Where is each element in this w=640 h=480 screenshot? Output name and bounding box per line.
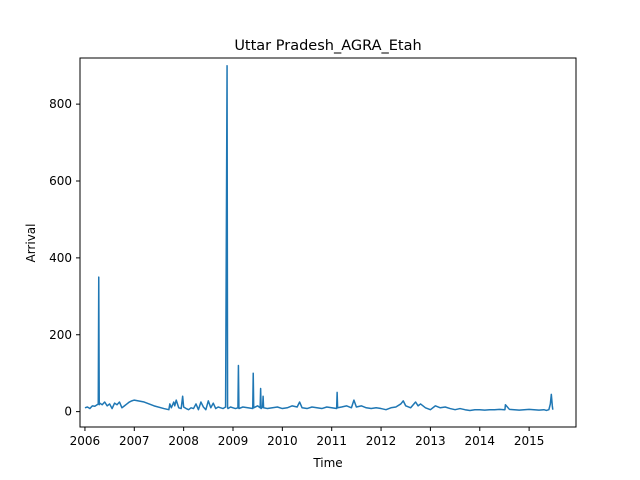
x-tick-label: 2010 [267,434,298,448]
y-tick-label: 800 [49,97,72,111]
y-axis-title: Arrival [24,224,38,263]
axes-frame [79,57,577,428]
x-tick-label: 2009 [218,434,249,448]
x-tick-label: 2006 [70,434,101,448]
x-axis: 2006 2007 2008 2009 2010 2011 2012 2013 2014 2015 [70,427,545,448]
y-tick-label: 200 [49,328,72,342]
chart-title: Uttar Pradesh_AGRA_Etah [234,38,421,54]
series-line-0 [84,64,554,412]
y-tick-label: 400 [49,251,72,265]
x-tick-label: 2015 [514,434,545,448]
x-tick-label: 2013 [415,434,446,448]
x-tick-label: 2012 [366,434,397,448]
x-axis-title: Time [312,456,342,470]
x-tick-label: 2008 [168,434,199,448]
y-tick-label: 600 [49,174,72,188]
plot-area [84,64,554,412]
y-tick-label: 0 [64,405,72,419]
y-axis: 0 200 400 600 800 [49,97,80,419]
x-tick-label: 2014 [464,434,495,448]
x-tick-label: 2007 [119,434,150,448]
x-tick-label: 2011 [316,434,347,448]
